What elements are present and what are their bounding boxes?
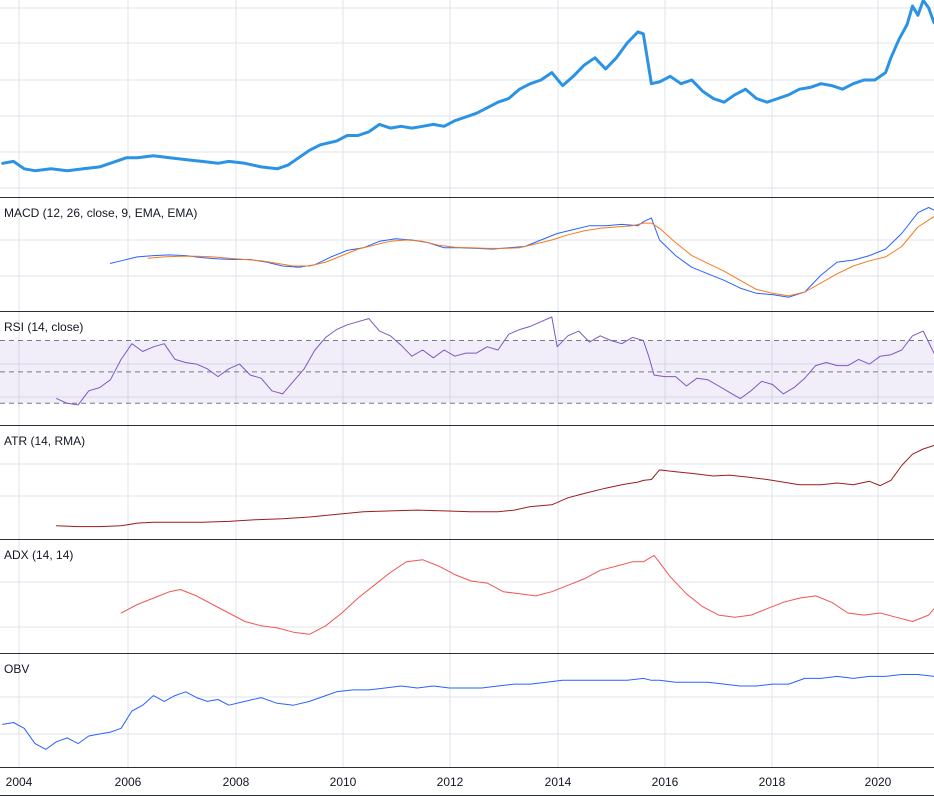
band-layer	[0, 340, 934, 404]
x-tick-label: 2018	[759, 775, 786, 789]
adx-pane-label: ADX (14, 14)	[4, 548, 73, 562]
atr-series-line-0[interactable]	[56, 445, 934, 528]
obv-pane-label: OBV	[4, 662, 29, 676]
pane-separator-layer	[0, 197, 934, 796]
obv-series-line-0[interactable]	[2, 674, 934, 750]
atr-pane-label: ATR (14, RMA)	[4, 434, 85, 448]
x-tick-label: 2020	[865, 775, 892, 789]
adx-series-line-0[interactable]	[120, 554, 934, 635]
macd-series-line-1[interactable]	[147, 216, 934, 297]
x-tick-label: 2016	[652, 775, 679, 789]
x-tick-label: 2014	[545, 775, 572, 789]
x-tick-label: 2004	[6, 775, 33, 789]
label-layer: MACD (12, 26, close, 9, EMA, EMA) RSI (14…	[4, 206, 892, 789]
x-tick-label: 2010	[330, 775, 357, 789]
rsi-series-line-0[interactable]	[56, 316, 934, 406]
macd-series-line-0[interactable]	[109, 207, 934, 298]
price-series-line-0[interactable]	[1, 0, 934, 173]
series-layer	[1, 0, 934, 750]
x-tick-label: 2006	[115, 775, 142, 789]
rsi-pane-label: RSI (14, close)	[4, 320, 83, 334]
x-tick-label: 2012	[437, 775, 464, 789]
macd-pane-label: MACD (12, 26, close, 9, EMA, EMA)	[4, 206, 197, 220]
x-tick-label: 2008	[223, 775, 250, 789]
